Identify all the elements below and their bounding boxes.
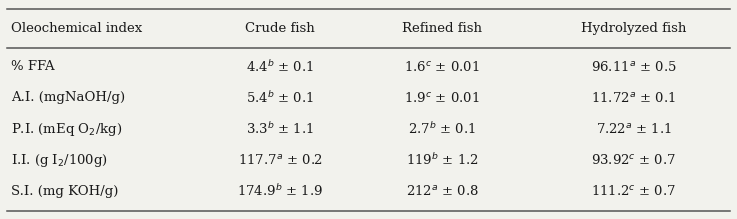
Text: Oleochemical index: Oleochemical index bbox=[11, 21, 142, 35]
Text: 3.3$^{b}$ ± 1.1: 3.3$^{b}$ ± 1.1 bbox=[246, 121, 314, 137]
Text: 7.22$^{a}$ ± 1.1: 7.22$^{a}$ ± 1.1 bbox=[596, 122, 671, 136]
Text: 2.7$^{b}$ ± 0.1: 2.7$^{b}$ ± 0.1 bbox=[408, 121, 476, 137]
Text: 117.7$^{a}$ ± 0.2: 117.7$^{a}$ ± 0.2 bbox=[237, 153, 323, 167]
Text: 93.92$^{c}$ ± 0.7: 93.92$^{c}$ ± 0.7 bbox=[591, 153, 677, 167]
Text: Hydrolyzed fish: Hydrolyzed fish bbox=[581, 21, 686, 35]
Text: 1.9$^{c}$ ± 0.01: 1.9$^{c}$ ± 0.01 bbox=[405, 91, 480, 105]
Text: 119$^{b}$ ± 1.2: 119$^{b}$ ± 1.2 bbox=[406, 152, 478, 168]
Text: % FFA: % FFA bbox=[11, 60, 55, 73]
Text: 174.9$^{b}$ ± 1.9: 174.9$^{b}$ ± 1.9 bbox=[237, 183, 323, 199]
Text: 96.11$^{a}$ ± 0.5: 96.11$^{a}$ ± 0.5 bbox=[591, 60, 677, 74]
Text: 212$^{a}$ ± 0.8: 212$^{a}$ ± 0.8 bbox=[406, 184, 478, 198]
Text: 11.72$^{a}$ ± 0.1: 11.72$^{a}$ ± 0.1 bbox=[592, 91, 676, 105]
Text: 5.4$^{b}$ ± 0.1: 5.4$^{b}$ ± 0.1 bbox=[246, 90, 314, 106]
Text: P.I. (mEq O$_2$/kg): P.I. (mEq O$_2$/kg) bbox=[11, 120, 122, 138]
Text: A.I. (mgNaOH/g): A.I. (mgNaOH/g) bbox=[11, 92, 125, 104]
Text: 111.2$^{c}$ ± 0.7: 111.2$^{c}$ ± 0.7 bbox=[591, 184, 677, 198]
Text: Refined fish: Refined fish bbox=[402, 21, 482, 35]
Text: Crude fish: Crude fish bbox=[245, 21, 315, 35]
Text: I.I. (g I$_2$/100g): I.I. (g I$_2$/100g) bbox=[11, 152, 108, 169]
Text: 1.6$^{c}$ ± 0.01: 1.6$^{c}$ ± 0.01 bbox=[405, 60, 480, 74]
Text: S.I. (mg KOH/g): S.I. (mg KOH/g) bbox=[11, 185, 119, 198]
Text: 4.4$^{b}$ ± 0.1: 4.4$^{b}$ ± 0.1 bbox=[246, 59, 314, 75]
